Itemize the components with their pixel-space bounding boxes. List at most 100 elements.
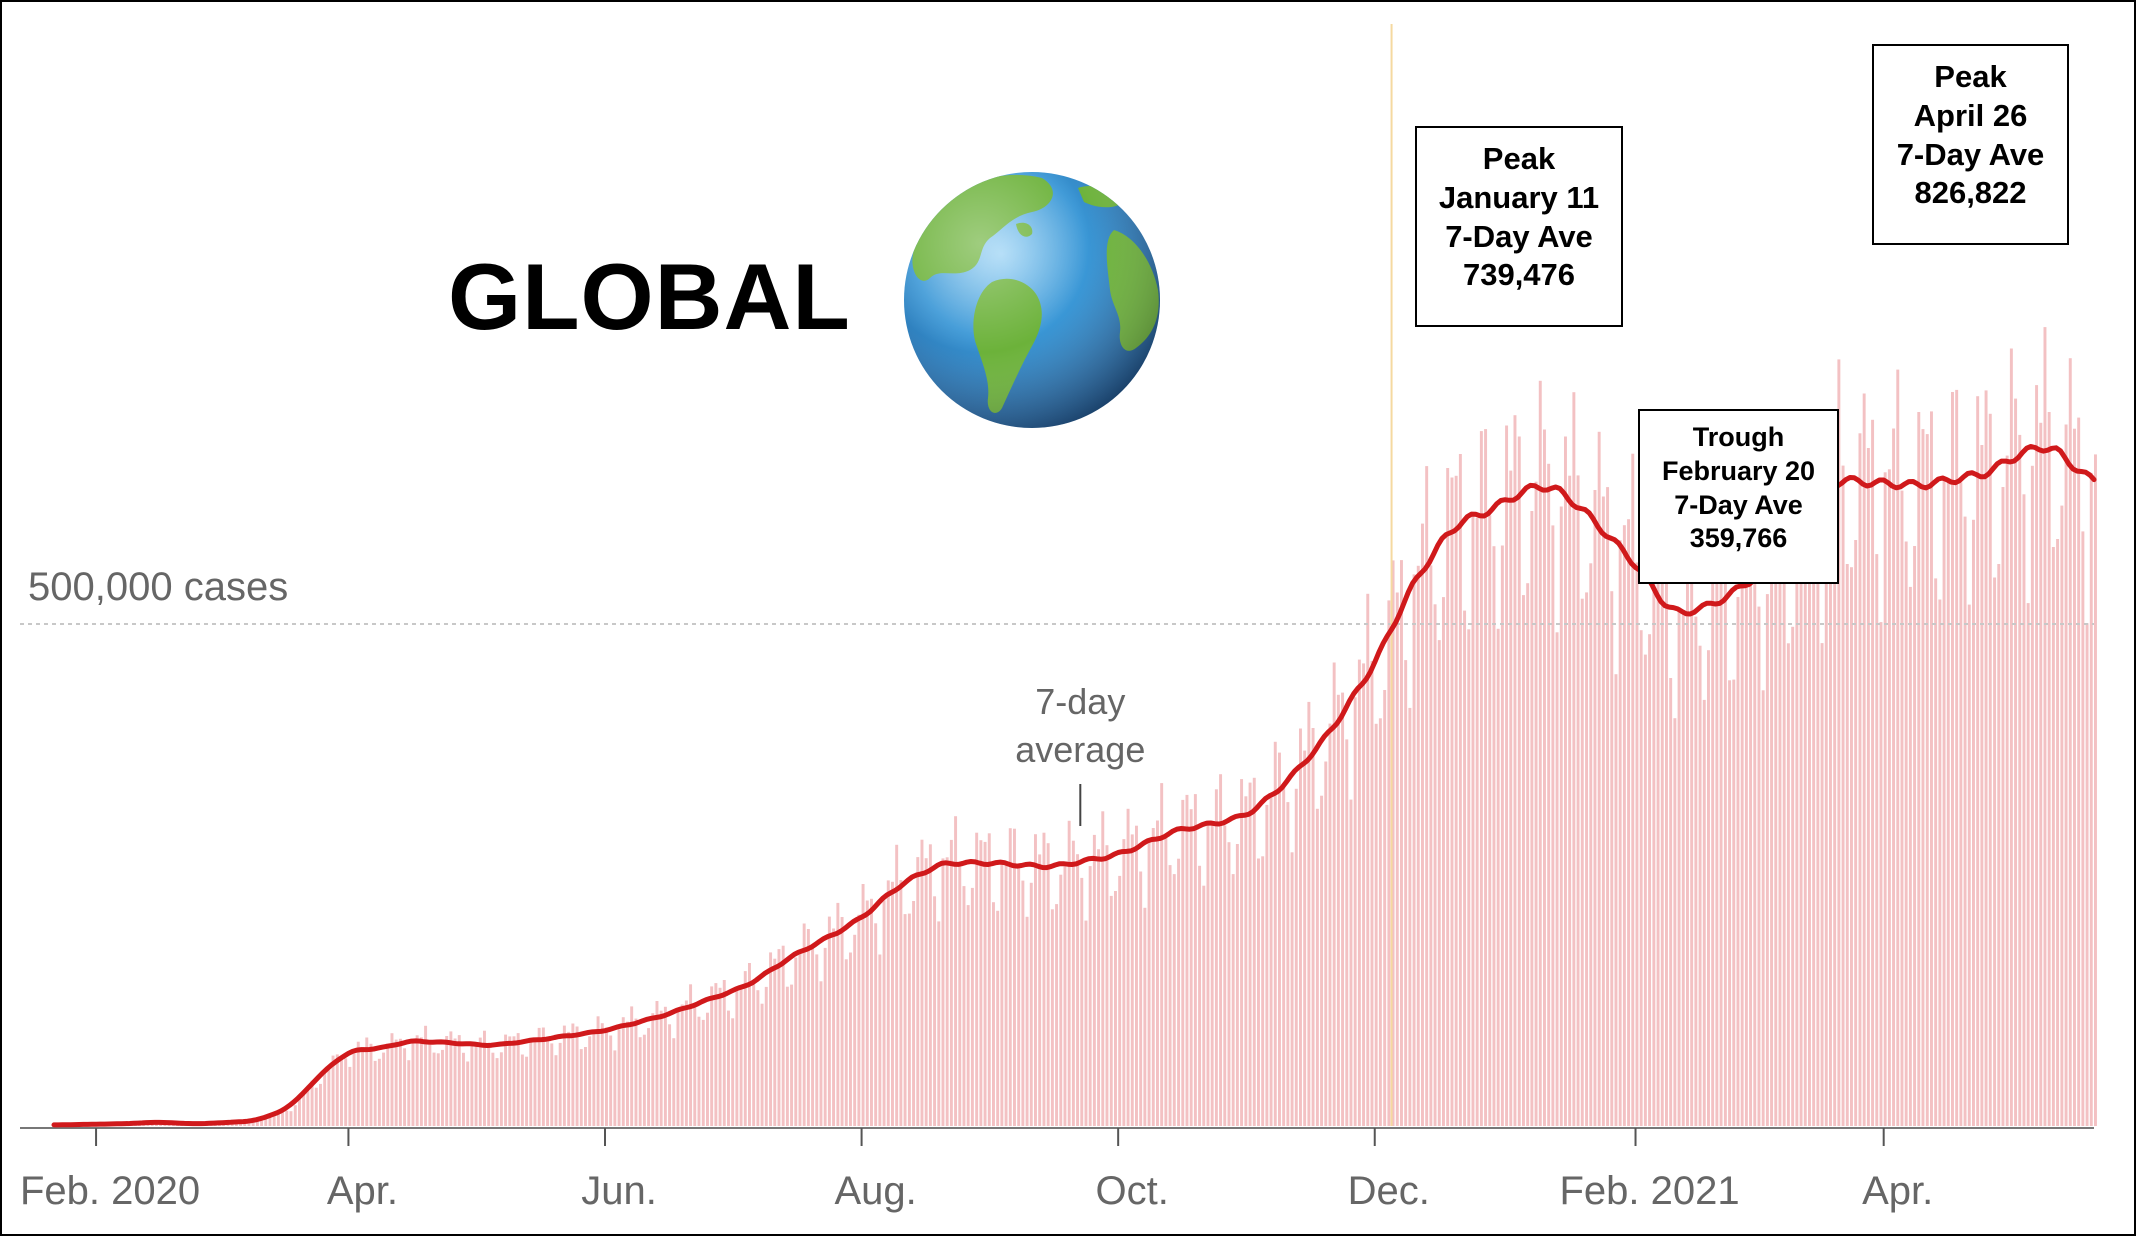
daily-bar <box>382 1052 386 1126</box>
x-tick-label: Apr. <box>1862 1169 1933 1213</box>
daily-bar <box>487 1046 491 1126</box>
daily-bar <box>1349 799 1353 1126</box>
daily-bar <box>1736 597 1740 1126</box>
daily-bar <box>1614 674 1618 1126</box>
daily-bar <box>743 971 747 1126</box>
daily-bar <box>1601 496 1605 1126</box>
daily-bar <box>1505 425 1509 1126</box>
daily-bar <box>323 1073 327 1126</box>
daily-bar <box>1248 782 1252 1126</box>
daily-bar <box>760 1003 764 1126</box>
daily-bar <box>802 923 806 1126</box>
callout-line: April 26 <box>1913 97 2028 133</box>
daily-bar <box>352 1053 356 1126</box>
daily-bar <box>1782 515 1786 1126</box>
daily-bar <box>584 1047 587 1126</box>
daily-bar <box>373 1060 377 1126</box>
daily-bar <box>1307 701 1311 1126</box>
daily-bar <box>310 1080 314 1126</box>
daily-bar <box>1925 434 1929 1127</box>
daily-bar <box>1273 741 1277 1126</box>
daily-bar <box>1151 828 1155 1126</box>
callout-line: Peak <box>1482 141 1556 176</box>
daily-bar <box>529 1040 533 1126</box>
daily-bar <box>1160 783 1164 1126</box>
daily-bar <box>1320 795 1324 1126</box>
daily-bar <box>1744 500 1748 1126</box>
daily-bar <box>1416 565 1420 1126</box>
daily-bar <box>1690 528 1694 1126</box>
x-tick-label: Apr. <box>327 1169 398 1213</box>
daily-bar <box>386 1045 390 1126</box>
daily-bar <box>306 1085 310 1126</box>
daily-bar <box>478 1037 482 1126</box>
daily-bar <box>1458 454 1462 1126</box>
daily-bar <box>1219 774 1223 1126</box>
daily-bar <box>2064 424 2068 1126</box>
daily-bar <box>735 988 739 1126</box>
daily-bar <box>1728 680 1732 1126</box>
reference-gridline: 500,000 cases <box>20 24 2094 1126</box>
daily-bar <box>912 901 916 1126</box>
daily-bar <box>1593 490 1597 1126</box>
daily-bar <box>1740 588 1744 1126</box>
daily-bar <box>2060 505 2064 1127</box>
daily-bar <box>1984 390 1988 1126</box>
daily-bar <box>1189 809 1193 1126</box>
daily-bar <box>1866 448 1870 1126</box>
daily-bar <box>655 1001 659 1126</box>
daily-bar <box>268 1116 272 1126</box>
daily-bar <box>1328 723 1332 1126</box>
daily-bar <box>1715 570 1719 1126</box>
daily-bar <box>1336 694 1340 1126</box>
daily-bar <box>1652 534 1656 1126</box>
daily-bar <box>1904 541 1908 1126</box>
daily-bar <box>1252 777 1256 1126</box>
daily-bar <box>1084 920 1088 1126</box>
daily-bar <box>1185 794 1189 1126</box>
daily-bar <box>748 963 751 1126</box>
daily-bar <box>1694 616 1698 1126</box>
daily-bar <box>1526 583 1530 1126</box>
daily-bar <box>790 984 794 1126</box>
daily-bar <box>1324 761 1328 1126</box>
daily-bar <box>1143 907 1147 1126</box>
daily-bar <box>1862 393 1866 1126</box>
peak-january-callout: Peak January 11 7-Day Ave 739,476 <box>1415 126 1623 327</box>
daily-bar <box>335 1054 339 1126</box>
daily-bar <box>739 987 743 1126</box>
daily-bar <box>319 1083 322 1126</box>
daily-bar <box>424 1025 428 1126</box>
daily-bar <box>849 952 852 1126</box>
daily-bar <box>710 986 714 1126</box>
daily-bar <box>1534 481 1538 1126</box>
daily-bar <box>1050 909 1054 1126</box>
daily-bar <box>1303 750 1307 1126</box>
daily-bar <box>1711 541 1715 1126</box>
x-tick-label: Feb. 2020 <box>20 1169 200 1213</box>
daily-bar <box>1635 562 1639 1126</box>
daily-bar <box>1639 630 1643 1126</box>
daily-bar <box>1538 380 1542 1126</box>
daily-bar <box>1484 429 1488 1127</box>
daily-bar <box>1467 629 1471 1126</box>
daily-bar <box>1488 515 1492 1126</box>
daily-bar <box>1370 660 1374 1126</box>
callout-line: 7-Day Ave <box>1896 136 2045 172</box>
daily-bar <box>1126 808 1130 1126</box>
daily-bar <box>579 1049 583 1126</box>
daily-bar <box>1677 607 1681 1126</box>
daily-bar <box>1555 632 1559 1126</box>
chart-title: GLOBAL <box>448 244 851 349</box>
daily-bar <box>365 1037 369 1126</box>
daily-bar <box>1803 429 1807 1126</box>
daily-bar <box>1181 799 1185 1126</box>
daily-bar <box>684 1000 688 1126</box>
daily-bar <box>1513 415 1517 1126</box>
daily-bar <box>966 905 970 1126</box>
daily-bar <box>1585 592 1589 1126</box>
daily-bar <box>1955 389 1959 1126</box>
callout-line: 7-Day Ave <box>1445 218 1593 254</box>
daily-bar <box>1774 542 1778 1126</box>
daily-bar <box>1660 565 1664 1126</box>
